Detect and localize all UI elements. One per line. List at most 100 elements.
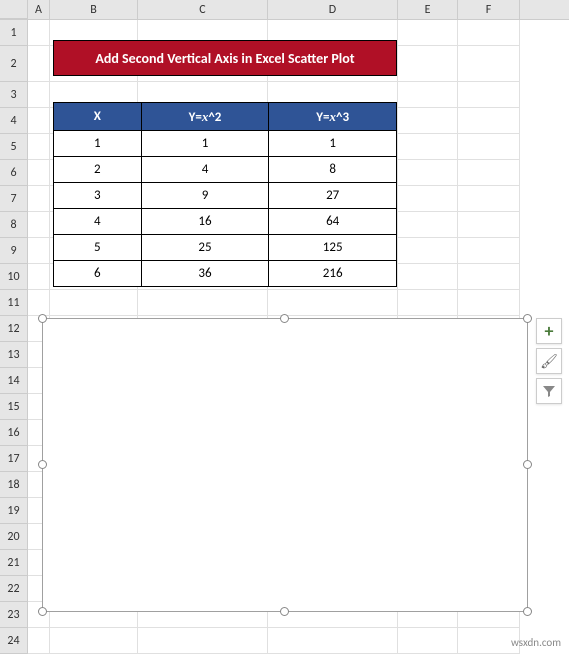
cell-F2[interactable] xyxy=(458,46,520,82)
col-header-F[interactable]: F xyxy=(458,0,520,19)
row-header-12[interactable]: 12 xyxy=(0,316,28,342)
row-header-15[interactable]: 15 xyxy=(0,394,28,420)
cell-F1[interactable] xyxy=(458,20,520,46)
table-cell[interactable]: 9 xyxy=(141,183,269,209)
cell-A4[interactable] xyxy=(28,108,50,134)
col-header-B[interactable]: B xyxy=(50,0,138,19)
chart-elements-button[interactable]: + xyxy=(536,318,562,344)
resize-handle-bot-left[interactable] xyxy=(38,607,47,616)
row-header-8[interactable]: 8 xyxy=(0,212,28,238)
cell-E5[interactable] xyxy=(398,134,458,160)
cell-F10[interactable] xyxy=(458,264,520,290)
cell-D24[interactable] xyxy=(268,628,398,654)
row-header-9[interactable]: 9 xyxy=(0,238,28,264)
cell-C11[interactable] xyxy=(138,290,268,316)
cell-E2[interactable] xyxy=(398,46,458,82)
cell-A9[interactable] xyxy=(28,238,50,264)
row-header-2[interactable]: 2 xyxy=(0,46,28,82)
table-cell[interactable]: 216 xyxy=(269,261,397,287)
row-header-19[interactable]: 19 xyxy=(0,498,28,524)
table-cell[interactable]: 16 xyxy=(141,209,269,235)
cell-E6[interactable] xyxy=(398,160,458,186)
cell-E9[interactable] xyxy=(398,238,458,264)
table-cell[interactable]: 5 xyxy=(54,235,142,261)
cell-B24[interactable] xyxy=(50,628,138,654)
chart-styles-button[interactable]: 🖌 xyxy=(536,348,562,374)
row-header-21[interactable]: 21 xyxy=(0,550,28,576)
cell-F5[interactable] xyxy=(458,134,520,160)
table-cell[interactable]: 125 xyxy=(269,235,397,261)
table-cell[interactable]: 1 xyxy=(141,131,269,157)
cell-A2[interactable] xyxy=(28,46,50,82)
cell-A1[interactable] xyxy=(28,20,50,46)
table-cell[interactable]: 1 xyxy=(54,131,142,157)
table-cell[interactable]: 4 xyxy=(54,209,142,235)
row-header-23[interactable]: 23 xyxy=(0,602,28,628)
chart-filters-button[interactable] xyxy=(536,378,562,404)
cell-E1[interactable] xyxy=(398,20,458,46)
row-header-7[interactable]: 7 xyxy=(0,186,28,212)
cell-F8[interactable] xyxy=(458,212,520,238)
row-header-18[interactable]: 18 xyxy=(0,472,28,498)
row-header-16[interactable]: 16 xyxy=(0,420,28,446)
row-header-22[interactable]: 22 xyxy=(0,576,28,602)
table-cell[interactable]: 64 xyxy=(269,209,397,235)
row-header-6[interactable]: 6 xyxy=(0,160,28,186)
table-cell[interactable]: 1 xyxy=(269,131,397,157)
row-header-3[interactable]: 3 xyxy=(0,82,28,108)
cell-B11[interactable] xyxy=(50,290,138,316)
resize-handle-mid-left[interactable] xyxy=(38,460,47,469)
chart-placeholder[interactable] xyxy=(42,318,528,612)
resize-handle-mid-right[interactable] xyxy=(523,460,532,469)
cell-E24[interactable] xyxy=(398,628,458,654)
cell-E8[interactable] xyxy=(398,212,458,238)
cell-E3[interactable] xyxy=(398,82,458,108)
row-header-20[interactable]: 20 xyxy=(0,524,28,550)
row-header-24[interactable]: 24 xyxy=(0,628,28,654)
col-header-E[interactable]: E xyxy=(398,0,458,19)
table-cell[interactable]: 4 xyxy=(141,157,269,183)
cell-A10[interactable] xyxy=(28,264,50,290)
resize-handle-top-mid[interactable] xyxy=(280,314,289,323)
table-cell[interactable]: 27 xyxy=(269,183,397,209)
row-header-5[interactable]: 5 xyxy=(0,134,28,160)
row-header-17[interactable]: 17 xyxy=(0,446,28,472)
cell-F4[interactable] xyxy=(458,108,520,134)
cell-A6[interactable] xyxy=(28,160,50,186)
cell-E11[interactable] xyxy=(398,290,458,316)
cell-F3[interactable] xyxy=(458,82,520,108)
row-header-10[interactable]: 10 xyxy=(0,264,28,290)
cell-E10[interactable] xyxy=(398,264,458,290)
table-cell[interactable]: 2 xyxy=(54,157,142,183)
cell-F6[interactable] xyxy=(458,160,520,186)
table-cell[interactable]: 36 xyxy=(141,261,269,287)
table-cell[interactable]: 25 xyxy=(141,235,269,261)
row-header-11[interactable]: 11 xyxy=(0,290,28,316)
resize-handle-bot-mid[interactable] xyxy=(280,607,289,616)
resize-handle-top-right[interactable] xyxy=(523,314,532,323)
table-cell[interactable]: 8 xyxy=(269,157,397,183)
cell-A3[interactable] xyxy=(28,82,50,108)
cell-F11[interactable] xyxy=(458,290,520,316)
cell-A8[interactable] xyxy=(28,212,50,238)
cell-F7[interactable] xyxy=(458,186,520,212)
resize-handle-top-left[interactable] xyxy=(38,314,47,323)
col-header-C[interactable]: C xyxy=(138,0,268,19)
cell-D11[interactable] xyxy=(268,290,398,316)
cell-E4[interactable] xyxy=(398,108,458,134)
cell-A7[interactable] xyxy=(28,186,50,212)
row-header-13[interactable]: 13 xyxy=(0,342,28,368)
col-header-D[interactable]: D xyxy=(268,0,398,19)
resize-handle-bot-right[interactable] xyxy=(523,607,532,616)
cell-C24[interactable] xyxy=(138,628,268,654)
row-header-14[interactable]: 14 xyxy=(0,368,28,394)
row-header-1[interactable]: 1 xyxy=(0,20,28,46)
cell-A5[interactable] xyxy=(28,134,50,160)
cell-E7[interactable] xyxy=(398,186,458,212)
select-all-corner[interactable] xyxy=(0,0,28,19)
cell-F9[interactable] xyxy=(458,238,520,264)
cell-A24[interactable] xyxy=(28,628,50,654)
table-cell[interactable]: 3 xyxy=(54,183,142,209)
data-table[interactable]: X Y=x^2 Y=x^3 11124839274166452512563621… xyxy=(53,102,397,287)
col-header-A[interactable]: A xyxy=(28,0,50,19)
